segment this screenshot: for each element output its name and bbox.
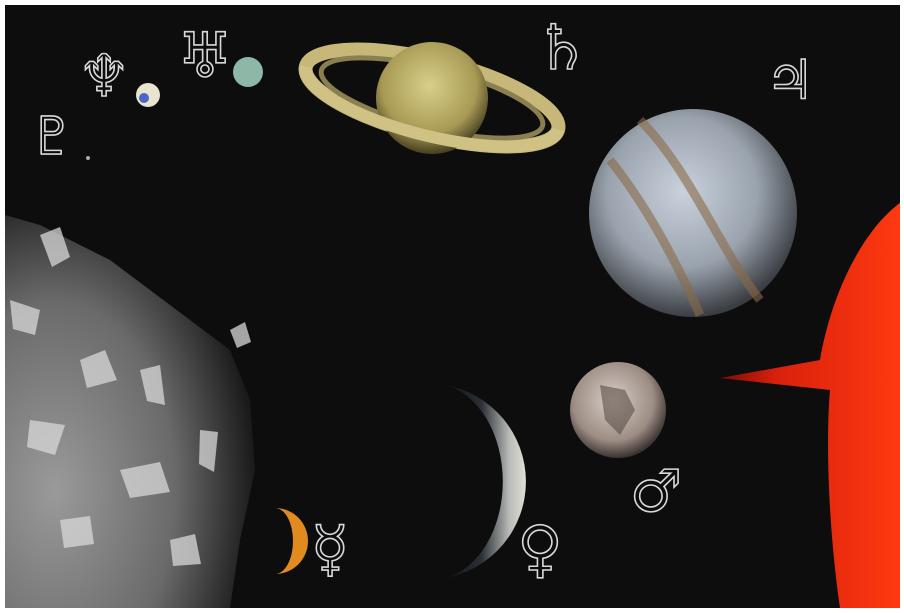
jupiter [589, 109, 797, 317]
pluto [86, 156, 90, 160]
venus-symbol: ♀ [517, 512, 562, 585]
neptune-tint [139, 93, 149, 103]
mars-marking [600, 385, 635, 435]
uranus-symbol: ♅ [177, 19, 233, 92]
moon-highlights [10, 227, 251, 566]
venus [445, 385, 526, 578]
jupiter-bands [606, 116, 764, 317]
mars-symbol: ♂ [630, 457, 682, 525]
uranus [233, 57, 263, 87]
pluto-symbol: ♇ [29, 107, 76, 167]
mercury-symbol: ☿ [311, 512, 349, 585]
jupiter-symbol: ♃ [766, 49, 814, 112]
neptune-symbol: ♆ [78, 42, 130, 110]
moon-surface [5, 215, 255, 608]
saturn-symbol: ♄ [534, 11, 590, 84]
mercury [275, 508, 308, 574]
saturn [298, 42, 566, 154]
sun [720, 203, 900, 608]
